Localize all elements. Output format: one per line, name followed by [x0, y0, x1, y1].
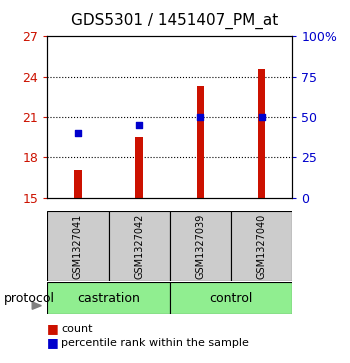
Point: [259, 114, 265, 120]
Bar: [47, 211, 108, 281]
Bar: [108, 211, 170, 281]
Text: castration: castration: [77, 291, 140, 305]
Text: protocol: protocol: [4, 292, 55, 305]
Text: ■: ■: [47, 322, 59, 335]
Text: control: control: [209, 291, 253, 305]
Bar: [170, 211, 231, 281]
Text: count: count: [61, 323, 93, 334]
Bar: [135, 137, 143, 198]
Bar: [170, 282, 292, 314]
Text: GDS5301 / 1451407_PM_at: GDS5301 / 1451407_PM_at: [71, 13, 279, 29]
Text: GSM1327039: GSM1327039: [195, 213, 205, 278]
Text: GSM1327041: GSM1327041: [73, 213, 83, 278]
Bar: [47, 282, 170, 314]
Text: ■: ■: [47, 337, 59, 350]
Bar: [231, 211, 292, 281]
Bar: [258, 69, 265, 198]
Text: GSM1327042: GSM1327042: [134, 213, 144, 279]
Point: [197, 114, 203, 120]
Text: GSM1327040: GSM1327040: [257, 213, 267, 278]
Bar: [74, 170, 82, 198]
Text: percentile rank within the sample: percentile rank within the sample: [61, 338, 249, 348]
Polygon shape: [32, 302, 41, 309]
Bar: [197, 86, 204, 198]
Point: [75, 130, 80, 136]
Point: [136, 122, 142, 128]
